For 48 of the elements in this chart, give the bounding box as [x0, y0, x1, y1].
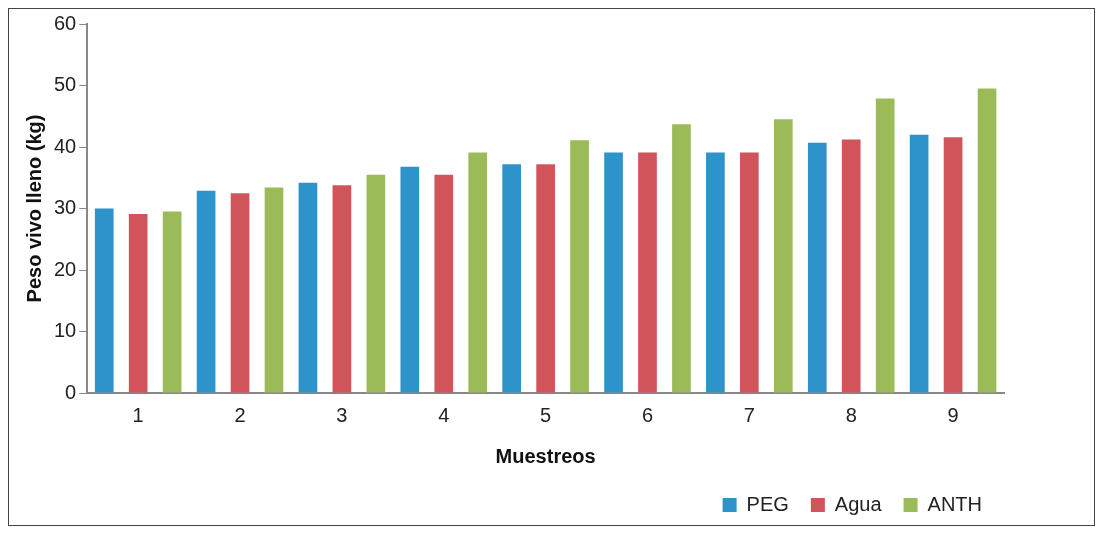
bar	[570, 140, 589, 393]
bar	[943, 137, 963, 393]
legend-label: ANTH	[927, 492, 983, 515]
y-tick-label: 30	[54, 196, 77, 219]
y-tick-label: 10	[54, 319, 77, 342]
bar	[128, 214, 148, 393]
bar	[875, 98, 895, 393]
bar	[264, 187, 284, 393]
y-tick-label: 20	[54, 257, 77, 280]
x-tick-label: 3	[336, 403, 348, 426]
bar	[298, 182, 318, 393]
x-tick-label: 1	[132, 403, 144, 426]
x-tick-label: 8	[845, 403, 857, 426]
bar	[502, 164, 522, 393]
x-tick-label: 4	[438, 403, 450, 426]
bar	[841, 139, 861, 393]
bar	[536, 164, 555, 393]
bar	[773, 119, 793, 393]
y-axis-title: Peso vivo lleno (kg)	[22, 114, 45, 303]
bar	[196, 190, 216, 393]
bar	[740, 152, 759, 393]
bar	[468, 152, 488, 393]
x-tick-label: 5	[540, 403, 552, 426]
bar	[672, 124, 691, 393]
bar	[230, 193, 250, 393]
x-tick-label: 6	[641, 403, 654, 426]
bar	[638, 152, 657, 393]
x-tick-label: 2	[234, 403, 246, 426]
y-tick-label: 50	[54, 73, 77, 96]
x-tick-label: 7	[743, 403, 755, 426]
y-tick-label: 0	[65, 380, 77, 403]
bar	[400, 166, 420, 393]
bar	[807, 142, 827, 393]
bar	[434, 174, 454, 393]
y-tick-label: 40	[54, 134, 77, 157]
bar	[909, 134, 929, 393]
bar	[977, 88, 997, 393]
bar	[94, 208, 114, 393]
x-axis-title: Muestreos	[495, 444, 596, 467]
bar	[604, 152, 623, 393]
bar	[706, 152, 725, 393]
bar	[162, 211, 182, 393]
legend-label: Agua	[834, 492, 883, 515]
legend-label: PEG	[746, 492, 789, 515]
y-tick-label: 60	[54, 11, 77, 34]
bar	[332, 185, 352, 393]
bar	[366, 174, 386, 393]
x-tick-label: 9	[947, 403, 959, 426]
